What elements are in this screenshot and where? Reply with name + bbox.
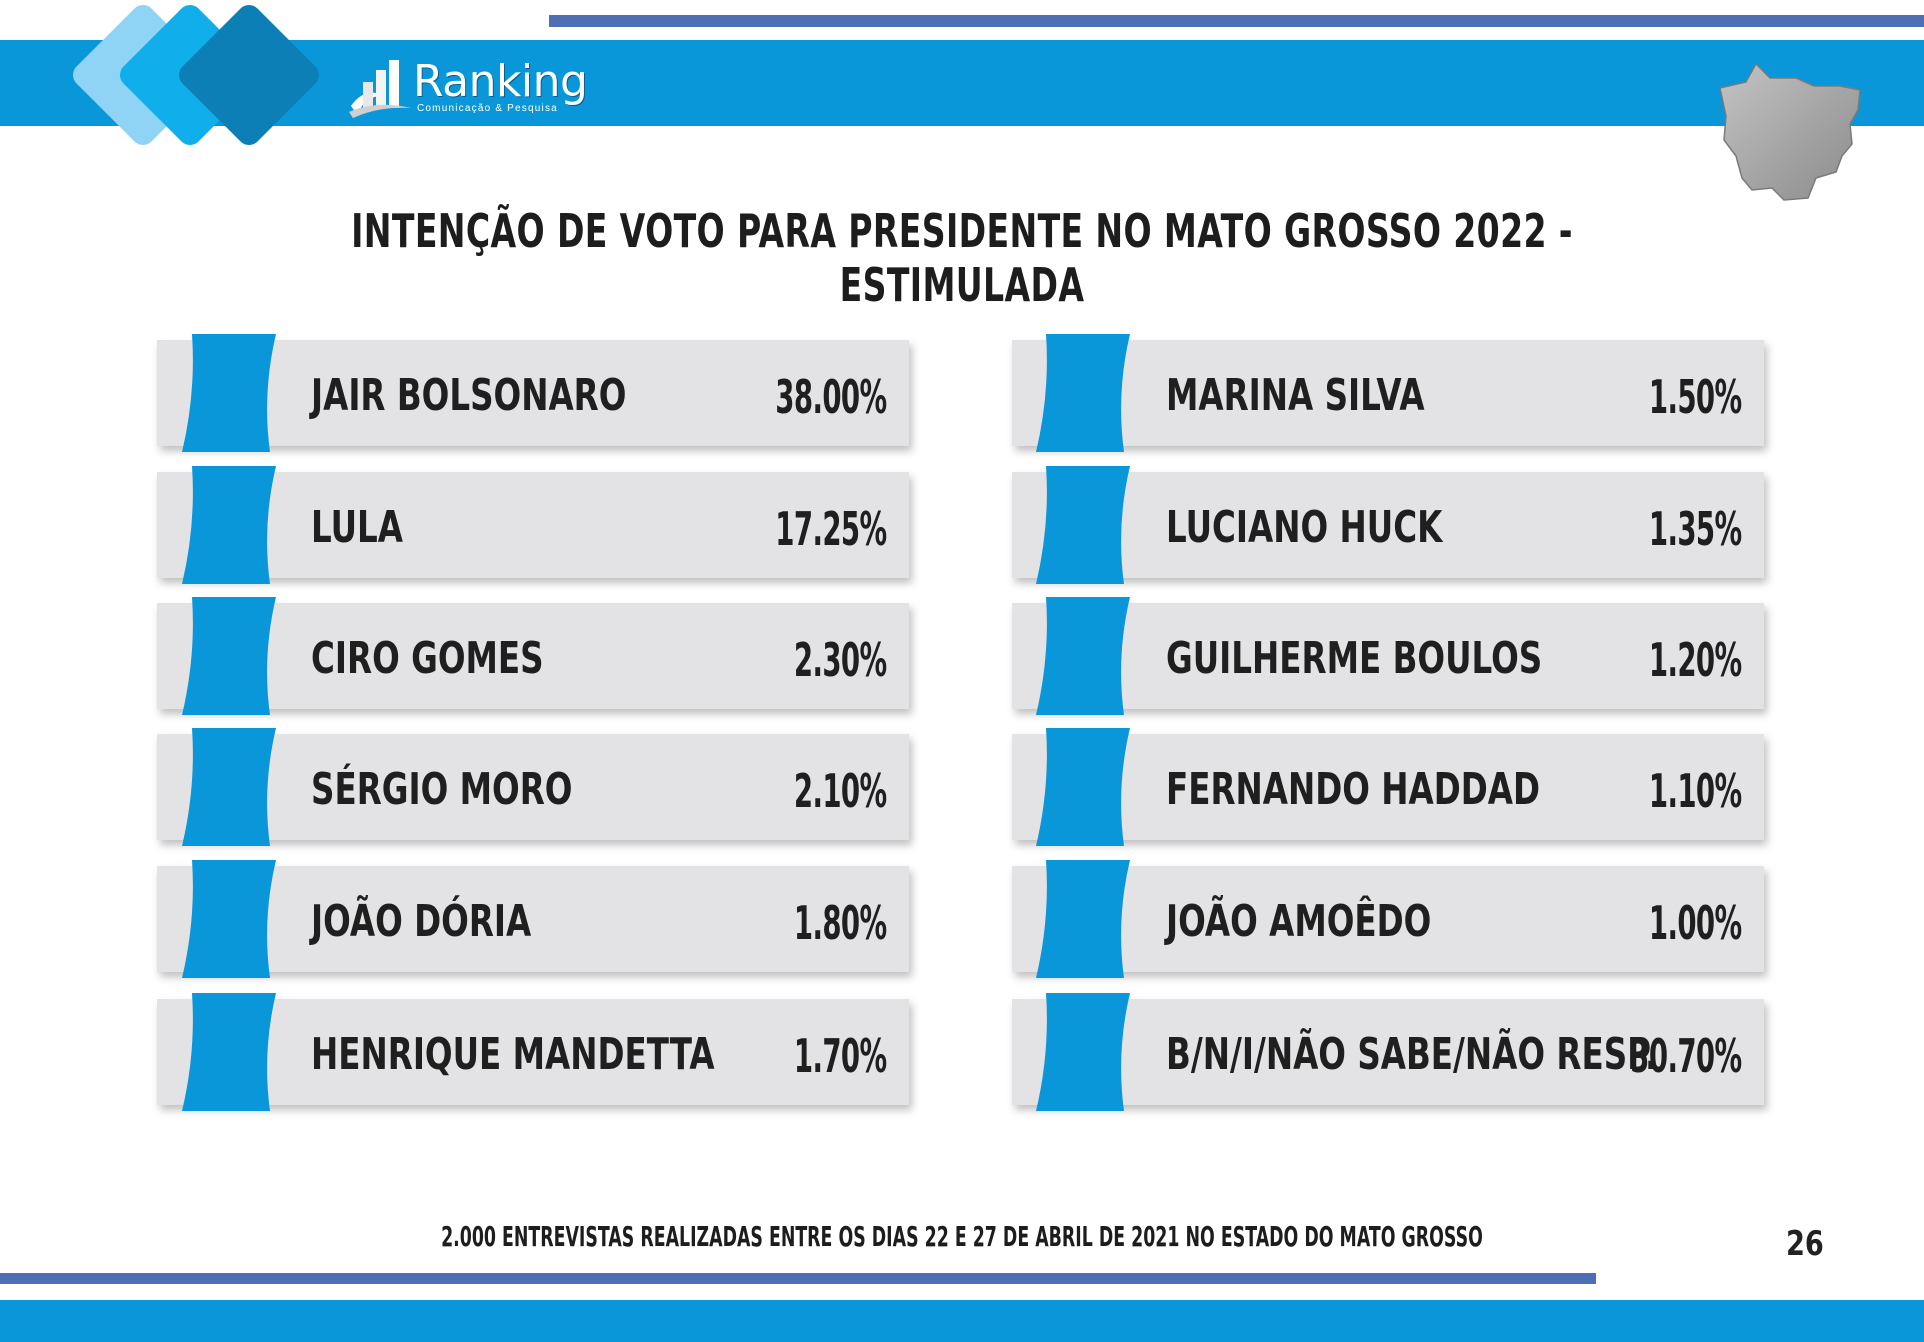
candidate-tab-marker bbox=[1036, 466, 1130, 584]
candidate-tab-marker bbox=[1036, 860, 1130, 978]
candidate-percentage: 1.10% bbox=[1649, 764, 1742, 818]
candidate-card: JOÃO AMOÊDO 1.00% bbox=[1012, 866, 1764, 972]
candidate-tab-marker bbox=[182, 597, 276, 715]
candidate-percentage: 1.80% bbox=[794, 896, 887, 950]
candidate-percentage: 1.50% bbox=[1649, 370, 1742, 424]
candidate-tab-marker bbox=[1036, 597, 1130, 715]
candidate-percentage: 1.20% bbox=[1649, 633, 1742, 687]
candidate-card: GUILHERME BOULOS 1.20% bbox=[1012, 603, 1764, 709]
candidate-percentage: 1.00% bbox=[1649, 896, 1742, 950]
candidate-card: HENRIQUE MANDETTA 1.70% bbox=[157, 999, 909, 1105]
mato-grosso-map-icon bbox=[1719, 62, 1861, 201]
candidate-tab-marker bbox=[1036, 334, 1130, 452]
candidate-card: JAIR BOLSONARO 38.00% bbox=[157, 340, 909, 446]
candidate-name: SÉRGIO MORO bbox=[311, 764, 573, 815]
candidate-name: FERNANDO HADDAD bbox=[1166, 764, 1541, 815]
candidate-name: MARINA SILVA bbox=[1166, 370, 1425, 421]
candidate-percentage: 30.70% bbox=[1630, 1029, 1743, 1083]
candidate-name: LULA bbox=[311, 502, 403, 553]
header-band bbox=[0, 40, 1924, 126]
candidate-tab-marker bbox=[182, 334, 276, 452]
candidate-card: SÉRGIO MORO 2.10% bbox=[157, 734, 909, 840]
ranking-logo-icon bbox=[349, 60, 411, 118]
candidate-tab-marker bbox=[1036, 993, 1130, 1111]
bottom-accent-line bbox=[0, 1273, 1596, 1284]
ranking-logo: Ranking Comunicação & Pesquisa bbox=[345, 52, 588, 122]
candidate-card: LULA 17.25% bbox=[157, 472, 909, 578]
candidate-card: FERNANDO HADDAD 1.10% bbox=[1012, 734, 1764, 840]
footer-band bbox=[0, 1300, 1924, 1342]
candidate-card: JOÃO DÓRIA 1.80% bbox=[157, 866, 909, 972]
candidate-name: B/N/I/NÃO SABE/NÃO RESP. bbox=[1166, 1029, 1658, 1080]
candidate-tab-marker bbox=[1036, 728, 1130, 846]
candidate-name: JOÃO AMOÊDO bbox=[1166, 896, 1432, 947]
candidate-card: LUCIANO HUCK 1.35% bbox=[1012, 472, 1764, 578]
candidate-card: CIRO GOMES 2.30% bbox=[157, 603, 909, 709]
candidate-name: GUILHERME BOULOS bbox=[1166, 633, 1543, 684]
logo-tagline: Comunicação & Pesquisa bbox=[417, 103, 558, 114]
footnote: 2.000 ENTREVISTAS REALIZADAS ENTRE OS DI… bbox=[441, 1220, 1483, 1253]
candidate-percentage: 38.00% bbox=[775, 370, 888, 424]
candidate-percentage: 17.25% bbox=[775, 502, 888, 556]
page-number: 26 bbox=[1786, 1224, 1824, 1264]
candidate-percentage: 2.10% bbox=[794, 764, 887, 818]
candidate-name: JAIR BOLSONARO bbox=[311, 370, 627, 421]
candidate-percentage: 1.70% bbox=[794, 1029, 887, 1083]
candidate-tab-marker bbox=[182, 860, 276, 978]
candidate-percentage: 2.30% bbox=[794, 633, 887, 687]
candidate-card: MARINA SILVA 1.50% bbox=[1012, 340, 1764, 446]
candidate-name: HENRIQUE MANDETTA bbox=[311, 1029, 715, 1080]
candidate-tab-marker bbox=[182, 993, 276, 1111]
candidate-tab-marker bbox=[182, 466, 276, 584]
candidate-card: B/N/I/NÃO SABE/NÃO RESP. 30.70% bbox=[1012, 999, 1764, 1105]
candidate-name: LUCIANO HUCK bbox=[1166, 502, 1443, 553]
logo-text: Ranking bbox=[413, 56, 588, 107]
candidate-name: JOÃO DÓRIA bbox=[311, 896, 532, 947]
chart-title: INTENÇÃO DE VOTO PARA PRESIDENTE NO MATO… bbox=[351, 204, 1573, 312]
candidate-tab-marker bbox=[182, 728, 276, 846]
candidate-percentage: 1.35% bbox=[1649, 502, 1742, 556]
candidate-name: CIRO GOMES bbox=[311, 633, 544, 684]
top-accent-line bbox=[549, 15, 1924, 27]
